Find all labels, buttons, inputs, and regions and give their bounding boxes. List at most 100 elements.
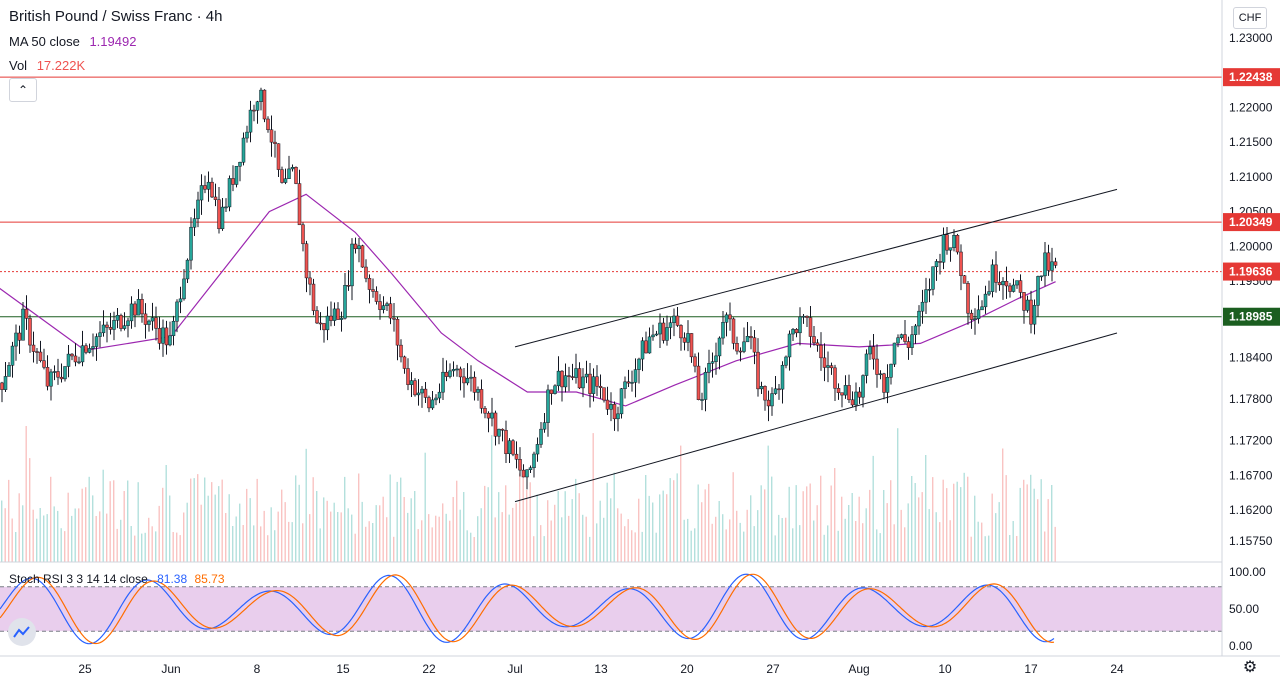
volume-bar <box>701 502 703 562</box>
candle-body <box>675 315 680 326</box>
volume-bar <box>312 477 314 562</box>
collapse-legend-button[interactable]: ⌃ <box>9 78 37 102</box>
candle-body <box>241 137 246 163</box>
gear-icon[interactable]: ⚙ <box>1242 659 1258 676</box>
candle <box>140 293 144 323</box>
candle <box>833 364 837 402</box>
candle <box>336 302 340 320</box>
candle <box>535 437 540 462</box>
volume-bar <box>904 527 906 562</box>
candle-body <box>829 365 834 369</box>
candle <box>514 441 519 469</box>
ma-legend[interactable]: MA 50 close 1.19492 <box>9 34 136 49</box>
volume-bar <box>536 494 538 562</box>
volume-bar <box>214 494 216 562</box>
candle-body <box>759 386 764 390</box>
volume-bar <box>288 521 290 562</box>
volume-bar <box>757 510 759 562</box>
volume-bar <box>316 491 318 562</box>
volume-bar <box>281 489 283 562</box>
candle <box>742 327 746 354</box>
candle-body <box>623 381 627 389</box>
volume-bar <box>473 537 475 562</box>
candle <box>451 361 456 377</box>
volume-bar <box>431 527 433 562</box>
candle <box>294 166 298 185</box>
volume-bar <box>53 506 55 562</box>
candle-body <box>430 399 435 409</box>
stoch-rsi-legend[interactable]: Stoch RSI 3 3 14 14 close 81.38 85.73 <box>9 572 225 586</box>
volume-bar <box>155 531 157 562</box>
volume-bar <box>816 505 818 562</box>
candle <box>10 341 15 378</box>
candle-body <box>164 327 169 346</box>
candle <box>553 384 557 395</box>
candle <box>381 296 386 314</box>
candle-body <box>920 301 925 312</box>
candle <box>203 175 207 194</box>
volume-bar <box>659 494 661 562</box>
candle <box>696 352 701 401</box>
volume-bar <box>795 485 797 562</box>
candle-body <box>416 392 421 396</box>
candle <box>462 367 466 398</box>
candle-body <box>31 344 36 352</box>
candle <box>588 363 592 408</box>
candle-body <box>560 370 564 388</box>
volume-bar <box>736 510 738 562</box>
volume-bar <box>106 513 108 562</box>
candle-body <box>56 371 60 378</box>
candle-body <box>812 336 816 344</box>
price-tick-label: 1.21000 <box>1229 170 1273 184</box>
candle-body <box>567 375 571 377</box>
volume-bar <box>494 517 496 562</box>
candle-body <box>101 324 106 334</box>
candle <box>777 384 781 400</box>
candle <box>504 420 508 464</box>
candle-body <box>17 332 22 341</box>
candle-body <box>136 299 141 316</box>
candle-body <box>976 309 981 319</box>
candle-body <box>602 387 606 401</box>
candle-body <box>24 308 29 319</box>
candle-body <box>203 185 207 190</box>
volume-bar <box>298 484 300 562</box>
volume-bar <box>715 516 717 562</box>
candle-body <box>805 315 809 318</box>
volume-bar <box>890 480 892 562</box>
candle-body <box>154 317 158 329</box>
stoch-rsi-k-value: 81.38 <box>157 572 188 586</box>
candle <box>854 382 858 411</box>
candle <box>357 237 361 263</box>
volume-bar <box>680 445 682 562</box>
candle-body <box>0 382 4 390</box>
candle <box>437 383 442 404</box>
candle-body <box>784 356 788 366</box>
volume-bar <box>386 517 388 562</box>
candle-body <box>395 319 400 346</box>
candle-body <box>402 356 407 369</box>
candle <box>682 332 687 351</box>
candle-body <box>756 351 760 390</box>
vol-legend[interactable]: Vol 17.222K <box>9 58 85 73</box>
price-tag-bg <box>1223 213 1280 232</box>
candle <box>406 358 410 391</box>
volume-bar <box>165 465 167 562</box>
candle-body <box>721 321 725 339</box>
candle-body <box>955 235 960 253</box>
candle-body <box>773 388 778 394</box>
volume-bar <box>827 525 829 562</box>
candle <box>378 294 382 320</box>
tradingview-logo-icon[interactable] <box>8 618 36 646</box>
candle <box>892 342 897 368</box>
currency-button[interactable]: CHF <box>1233 7 1267 29</box>
candle <box>448 363 452 379</box>
candle-body <box>52 371 57 373</box>
candle-body <box>472 376 477 393</box>
symbol-title[interactable]: British Pound / Swiss Franc · 4h <box>9 8 222 25</box>
candle-body <box>409 380 414 385</box>
candle <box>700 392 704 411</box>
candle-body <box>826 365 830 368</box>
candle-body <box>889 363 893 378</box>
